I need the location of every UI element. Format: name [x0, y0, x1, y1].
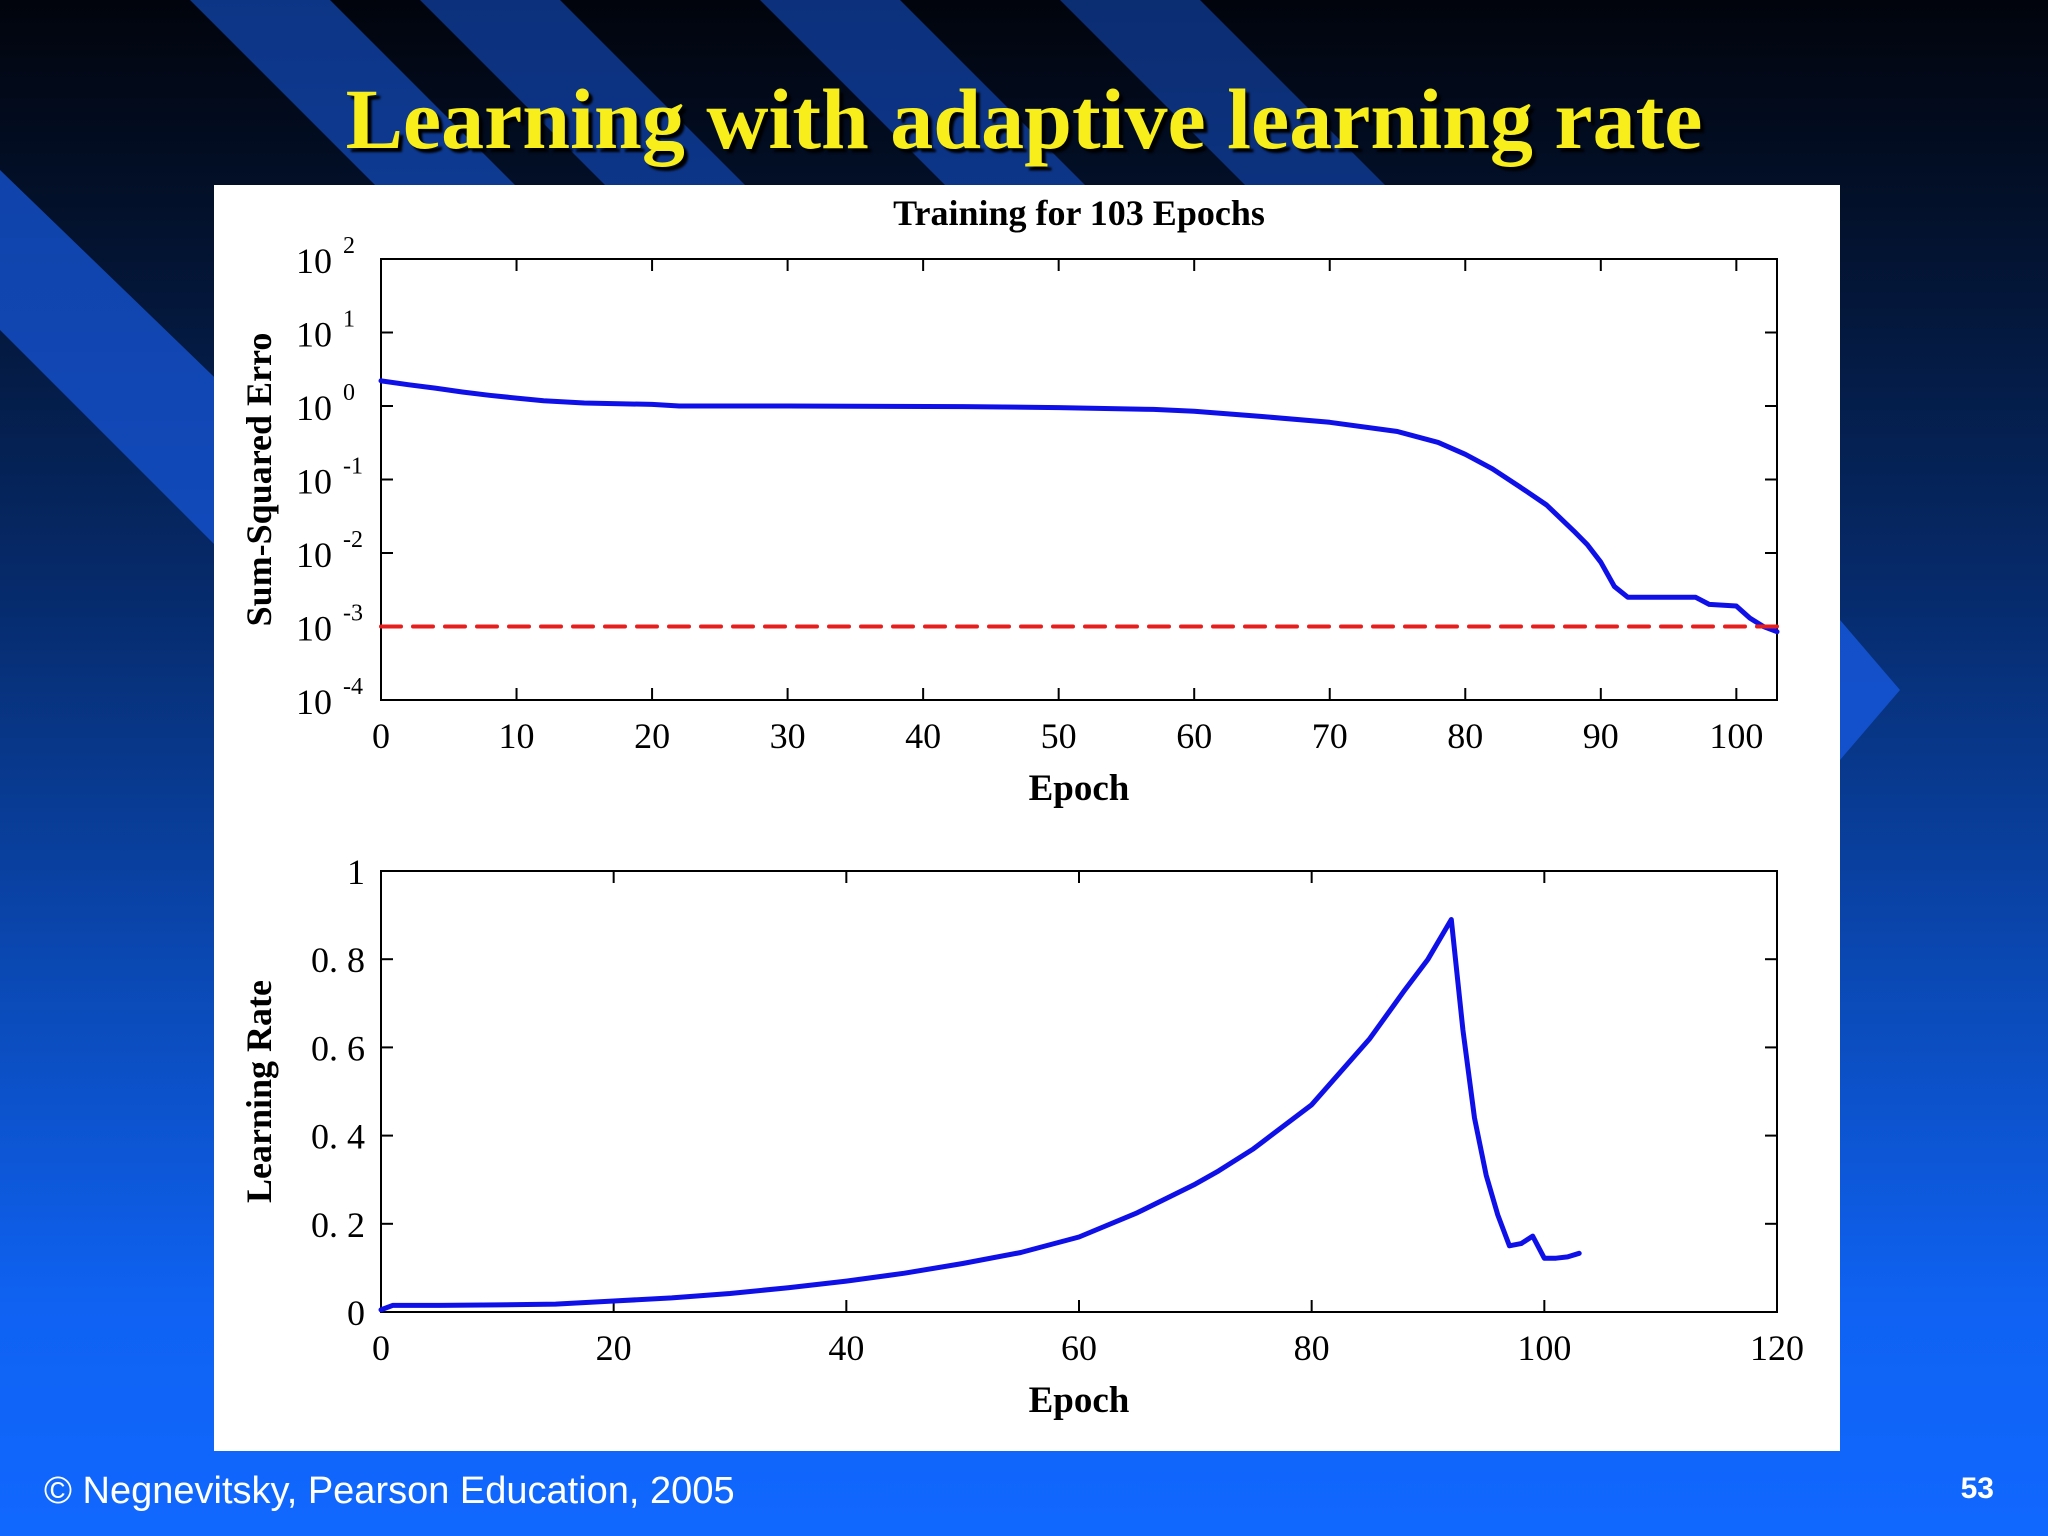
y-tick-label: 0. 8: [311, 940, 365, 980]
chart-panel: Training for 103 Epochs Epoch Sum-Squared …: [214, 185, 1840, 1451]
x-tick-label: 30: [770, 716, 806, 756]
x-tick-label: 60: [1061, 1328, 1097, 1368]
y-tick-label-exponent: -2: [343, 527, 363, 553]
y-tick-label: 1: [347, 852, 365, 892]
y-tick-label: 0: [347, 1293, 365, 1333]
y-tick-label: 0. 6: [311, 1028, 365, 1068]
x-tick-label: 70: [1312, 716, 1348, 756]
y-tick-label-base: 10: [296, 462, 332, 502]
page-number: 53: [1960, 1472, 1994, 1505]
y-tick-label-exponent: 0: [343, 380, 355, 406]
y-tick-label-base: 10: [296, 682, 332, 722]
x-tick-label: 40: [828, 1328, 864, 1368]
learning-rate-series-line: [378, 917, 1582, 1313]
x-axis-label-1: Epoch: [1029, 1380, 1130, 1421]
charts-canvas: Training for 103 Epochs Epoch Sum-Squared …: [239, 193, 1804, 1421]
x-tick-label: 100: [1709, 716, 1763, 756]
x-tick-label: 120: [1750, 1328, 1804, 1368]
chart-title: Training for 103 Epochs: [893, 193, 1265, 233]
x-tick-label: 20: [634, 716, 670, 756]
y-tick-label-exponent: -1: [343, 454, 363, 480]
x-tick-label: 80: [1447, 716, 1483, 756]
x-tick-label: 40: [905, 716, 941, 756]
y-tick-label: 0. 4: [311, 1117, 365, 1157]
y-tick-label-base: 10: [296, 315, 332, 355]
y-tick-label-base: 10: [296, 535, 332, 575]
x-tick-label: 50: [1041, 716, 1077, 756]
footer-copyright: © Negnevitsky, Pearson Education, 2005: [44, 1470, 735, 1512]
plot-frame-0: [380, 258, 1778, 701]
x-tick-label: 100: [1517, 1328, 1571, 1368]
x-tick-label: 10: [499, 716, 535, 756]
stripe-6: [1840, 620, 1900, 760]
error-series-line: [378, 378, 1780, 635]
x-axis-label-0: Epoch: [1029, 768, 1130, 809]
x-tick-label: 60: [1176, 716, 1212, 756]
y-tick-label-base: 10: [296, 241, 332, 281]
y-axis-label-1: Learning Rate: [239, 980, 279, 1203]
x-tick-label: 90: [1583, 716, 1619, 756]
y-tick-label-base: 10: [296, 609, 332, 649]
x-tick-label: 80: [1294, 1328, 1330, 1368]
y-axis-label-0: Sum-Squared Erro: [239, 333, 279, 627]
plot-frame-1: [380, 870, 1778, 1313]
slide-title: Learning with adaptive learning rate: [345, 71, 1703, 167]
x-tick-label: 0: [372, 716, 390, 756]
y-tick-label-exponent: -3: [343, 601, 363, 627]
y-tick-label-base: 10: [296, 388, 332, 428]
y-tick-label-exponent: 1: [343, 307, 355, 333]
y-tick-label: 0. 2: [311, 1205, 365, 1245]
y-tick-label-exponent: 2: [343, 233, 355, 259]
x-tick-label: 20: [596, 1328, 632, 1368]
y-tick-label-exponent: -4: [343, 674, 363, 700]
x-tick-label: 0: [372, 1328, 390, 1368]
